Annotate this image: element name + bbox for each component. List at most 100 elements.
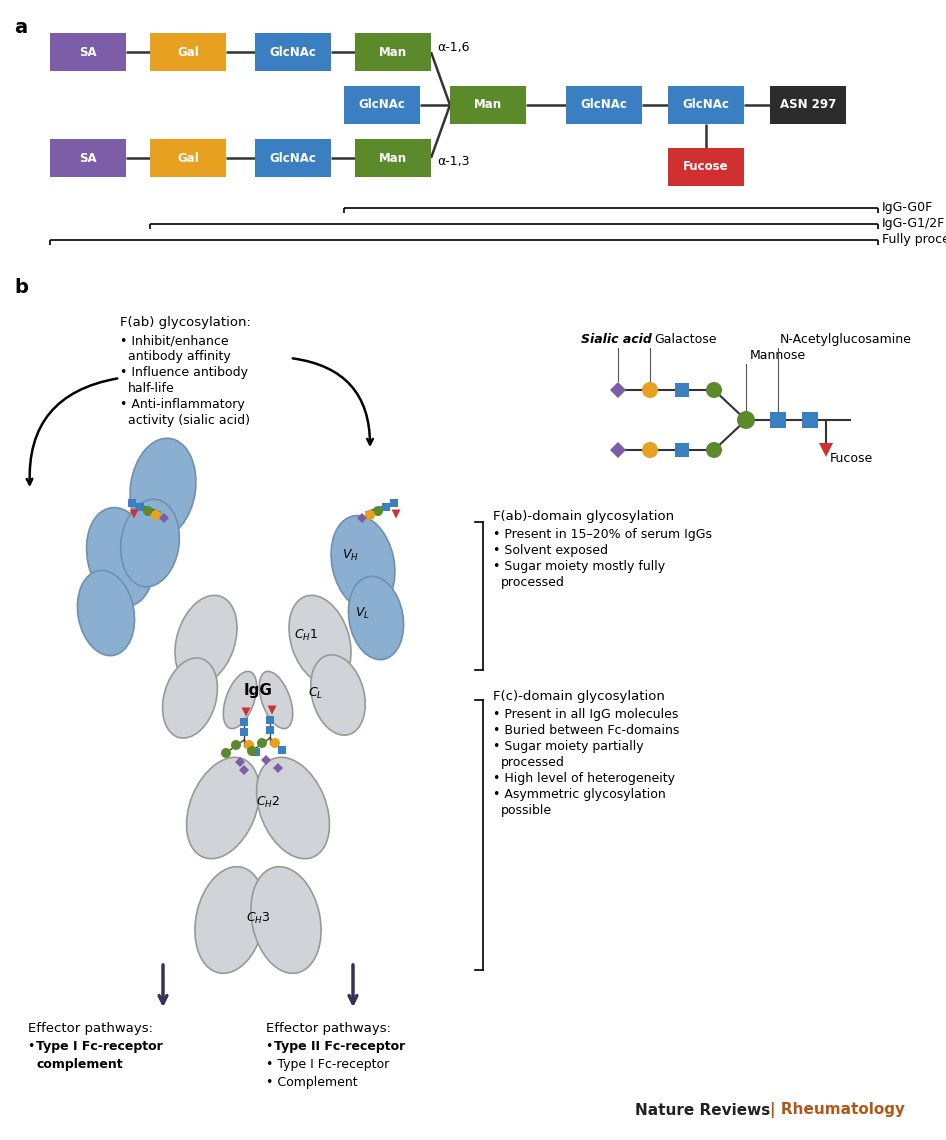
Text: Type II Fc-receptor: Type II Fc-receptor [274, 1040, 405, 1053]
Text: Type I Fc-receptor: Type I Fc-receptor [36, 1040, 163, 1053]
Text: Fully processed: Fully processed [882, 234, 946, 246]
Ellipse shape [251, 866, 321, 974]
Text: • Present in 15–20% of serum IgGs: • Present in 15–20% of serum IgGs [493, 528, 712, 542]
Text: $V_H$: $V_H$ [342, 547, 359, 562]
Text: Gal: Gal [177, 152, 199, 164]
Text: • Inhibit/enhance: • Inhibit/enhance [120, 334, 229, 347]
Polygon shape [819, 443, 833, 457]
Text: Man: Man [379, 152, 407, 164]
Bar [255, 33, 331, 71]
Text: processed: processed [501, 756, 565, 770]
Circle shape [247, 746, 257, 756]
Text: $C_H$3: $C_H$3 [246, 911, 271, 926]
Text: Gal: Gal [177, 46, 199, 58]
Circle shape [151, 510, 161, 520]
Text: GlcNAc: GlcNAc [581, 98, 627, 112]
Bar [240, 728, 248, 736]
Ellipse shape [331, 515, 394, 610]
Ellipse shape [130, 438, 196, 538]
Text: GlcNAc: GlcNAc [683, 98, 729, 112]
Circle shape [706, 442, 722, 458]
Ellipse shape [195, 866, 265, 974]
Polygon shape [239, 765, 249, 775]
Text: activity (sialic acid): activity (sialic acid) [128, 414, 250, 428]
Ellipse shape [86, 507, 153, 606]
Text: Man: Man [379, 46, 407, 58]
Text: •: • [28, 1040, 40, 1053]
Text: • High level of heterogeneity: • High level of heterogeneity [493, 772, 675, 785]
Text: • Buried between Fc-domains: • Buried between Fc-domains [493, 724, 679, 736]
Bar [668, 148, 744, 186]
Circle shape [373, 506, 383, 516]
Circle shape [365, 510, 375, 520]
Text: Sialic acid: Sialic acid [581, 333, 652, 347]
Text: • Asymmetric glycosylation: • Asymmetric glycosylation [493, 788, 666, 801]
Ellipse shape [310, 654, 365, 735]
Polygon shape [261, 755, 271, 765]
Polygon shape [273, 763, 283, 773]
Text: • Anti-inflammatory: • Anti-inflammatory [120, 398, 245, 412]
Bar [344, 86, 420, 124]
Text: SA: SA [79, 152, 96, 164]
Text: possible: possible [501, 804, 552, 817]
Bar [136, 503, 144, 511]
Text: IgG-G0F: IgG-G0F [882, 202, 934, 214]
Text: | Rheumatology: | Rheumatology [770, 1102, 905, 1118]
Text: $V_L$: $V_L$ [355, 605, 370, 620]
Polygon shape [268, 706, 276, 715]
Ellipse shape [175, 595, 237, 685]
Text: Galactose: Galactose [654, 333, 716, 347]
Text: SA: SA [79, 46, 96, 58]
Ellipse shape [259, 671, 292, 728]
Text: Mannose: Mannose [750, 349, 806, 363]
Bar [252, 748, 260, 756]
Text: Fucose: Fucose [683, 161, 728, 173]
Text: • Complement: • Complement [266, 1076, 358, 1089]
Text: • Solvent exposed: • Solvent exposed [493, 544, 608, 557]
Text: GlcNAc: GlcNAc [359, 98, 406, 112]
Text: • Sugar moiety partially: • Sugar moiety partially [493, 740, 643, 754]
Text: α-1,3: α-1,3 [437, 155, 469, 169]
Text: $C_H$2: $C_H$2 [255, 795, 280, 809]
Bar [668, 86, 744, 124]
Ellipse shape [78, 570, 134, 656]
Bar [240, 718, 248, 726]
Text: b: b [14, 278, 27, 298]
Bar [770, 412, 786, 428]
Polygon shape [130, 510, 138, 519]
Text: F(ab)-domain glycosylation: F(ab)-domain glycosylation [493, 510, 674, 523]
Circle shape [221, 748, 231, 758]
Text: Nature Reviews: Nature Reviews [635, 1104, 770, 1118]
Text: α-1,6: α-1,6 [437, 41, 469, 55]
Text: • Present in all IgG molecules: • Present in all IgG molecules [493, 708, 678, 720]
Text: GlcNAc: GlcNAc [270, 152, 317, 164]
Bar [255, 139, 331, 177]
Text: Effector pathways:: Effector pathways: [28, 1021, 153, 1035]
Polygon shape [610, 442, 626, 458]
Text: half-life: half-life [128, 382, 175, 394]
Polygon shape [235, 757, 245, 767]
Polygon shape [357, 513, 367, 523]
Text: F(c)-domain glycosylation: F(c)-domain glycosylation [493, 690, 665, 703]
Text: processed: processed [501, 576, 565, 589]
Bar [355, 33, 431, 71]
Text: $C_H$1: $C_H$1 [294, 627, 318, 643]
Text: • Influence antibody: • Influence antibody [120, 366, 248, 378]
Bar [355, 139, 431, 177]
Text: Man: Man [474, 98, 502, 112]
Text: antibody affinity: antibody affinity [128, 350, 231, 363]
Bar [382, 503, 390, 511]
Ellipse shape [121, 499, 180, 587]
Ellipse shape [186, 757, 259, 858]
Ellipse shape [163, 658, 218, 738]
Text: $C_L$: $C_L$ [308, 685, 324, 701]
Circle shape [143, 506, 153, 516]
Bar [450, 86, 526, 124]
Bar [566, 86, 642, 124]
Polygon shape [392, 510, 400, 519]
Text: a: a [14, 18, 27, 36]
Text: complement: complement [36, 1058, 123, 1070]
Circle shape [257, 738, 267, 748]
Bar [266, 726, 274, 734]
Text: • Sugar moiety mostly fully: • Sugar moiety mostly fully [493, 560, 665, 573]
